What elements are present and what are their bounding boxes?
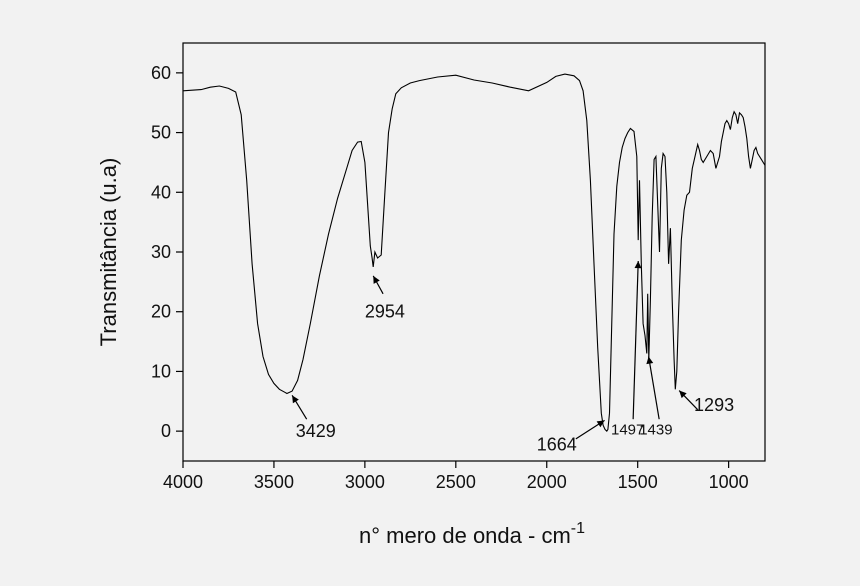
x-tick-label: 3500	[254, 472, 294, 492]
y-tick-label: 30	[151, 242, 171, 262]
y-axis-ticks: 0 10 20 30 40 50 60	[151, 63, 183, 441]
x-tick-label: 3000	[345, 472, 385, 492]
plot-area-frame	[182, 42, 766, 462]
annotation-arrowhead	[646, 356, 654, 365]
x-axis-title: n° mero de onda - cm-1	[359, 520, 585, 548]
y-tick-label: 50	[151, 123, 171, 143]
y-tick-label: 10	[151, 361, 171, 381]
x-axis-title-main: n° mero de onda - cm	[359, 523, 571, 548]
x-tick-label: 1500	[618, 472, 658, 492]
annotation-arrowhead	[373, 275, 380, 284]
x-axis-ticks: 4000 3500 3000 2500 2000 1500 1000	[163, 461, 749, 492]
y-tick-label: 0	[161, 421, 171, 441]
x-axis-title-superscript: -1	[571, 520, 585, 537]
x-tick-label: 2000	[527, 472, 567, 492]
annotation-arrow-line	[632, 260, 639, 420]
peak-label: 2954	[365, 302, 405, 322]
peak-label: 3429	[296, 421, 336, 441]
peak-label: 1293	[694, 395, 734, 415]
x-tick-label: 4000	[163, 472, 203, 492]
peak-label: 1497	[611, 422, 644, 439]
x-tick-label: 1000	[709, 472, 749, 492]
annotation-arrowhead	[679, 390, 687, 399]
peak-label: 1439	[639, 422, 672, 439]
y-tick-label: 20	[151, 302, 171, 322]
y-tick-label: 60	[151, 63, 171, 83]
peak-label: 1664	[537, 434, 577, 454]
annotation-arrowhead	[634, 260, 642, 269]
annotation-arrow-line	[648, 356, 660, 420]
spectrum-line	[182, 73, 766, 432]
y-axis-title: Transmitância (u.a)	[96, 158, 121, 347]
annotation-arrowhead	[596, 420, 605, 428]
y-tick-label: 40	[151, 182, 171, 202]
x-tick-label: 2500	[436, 472, 476, 492]
annotation-arrowhead	[292, 395, 299, 404]
